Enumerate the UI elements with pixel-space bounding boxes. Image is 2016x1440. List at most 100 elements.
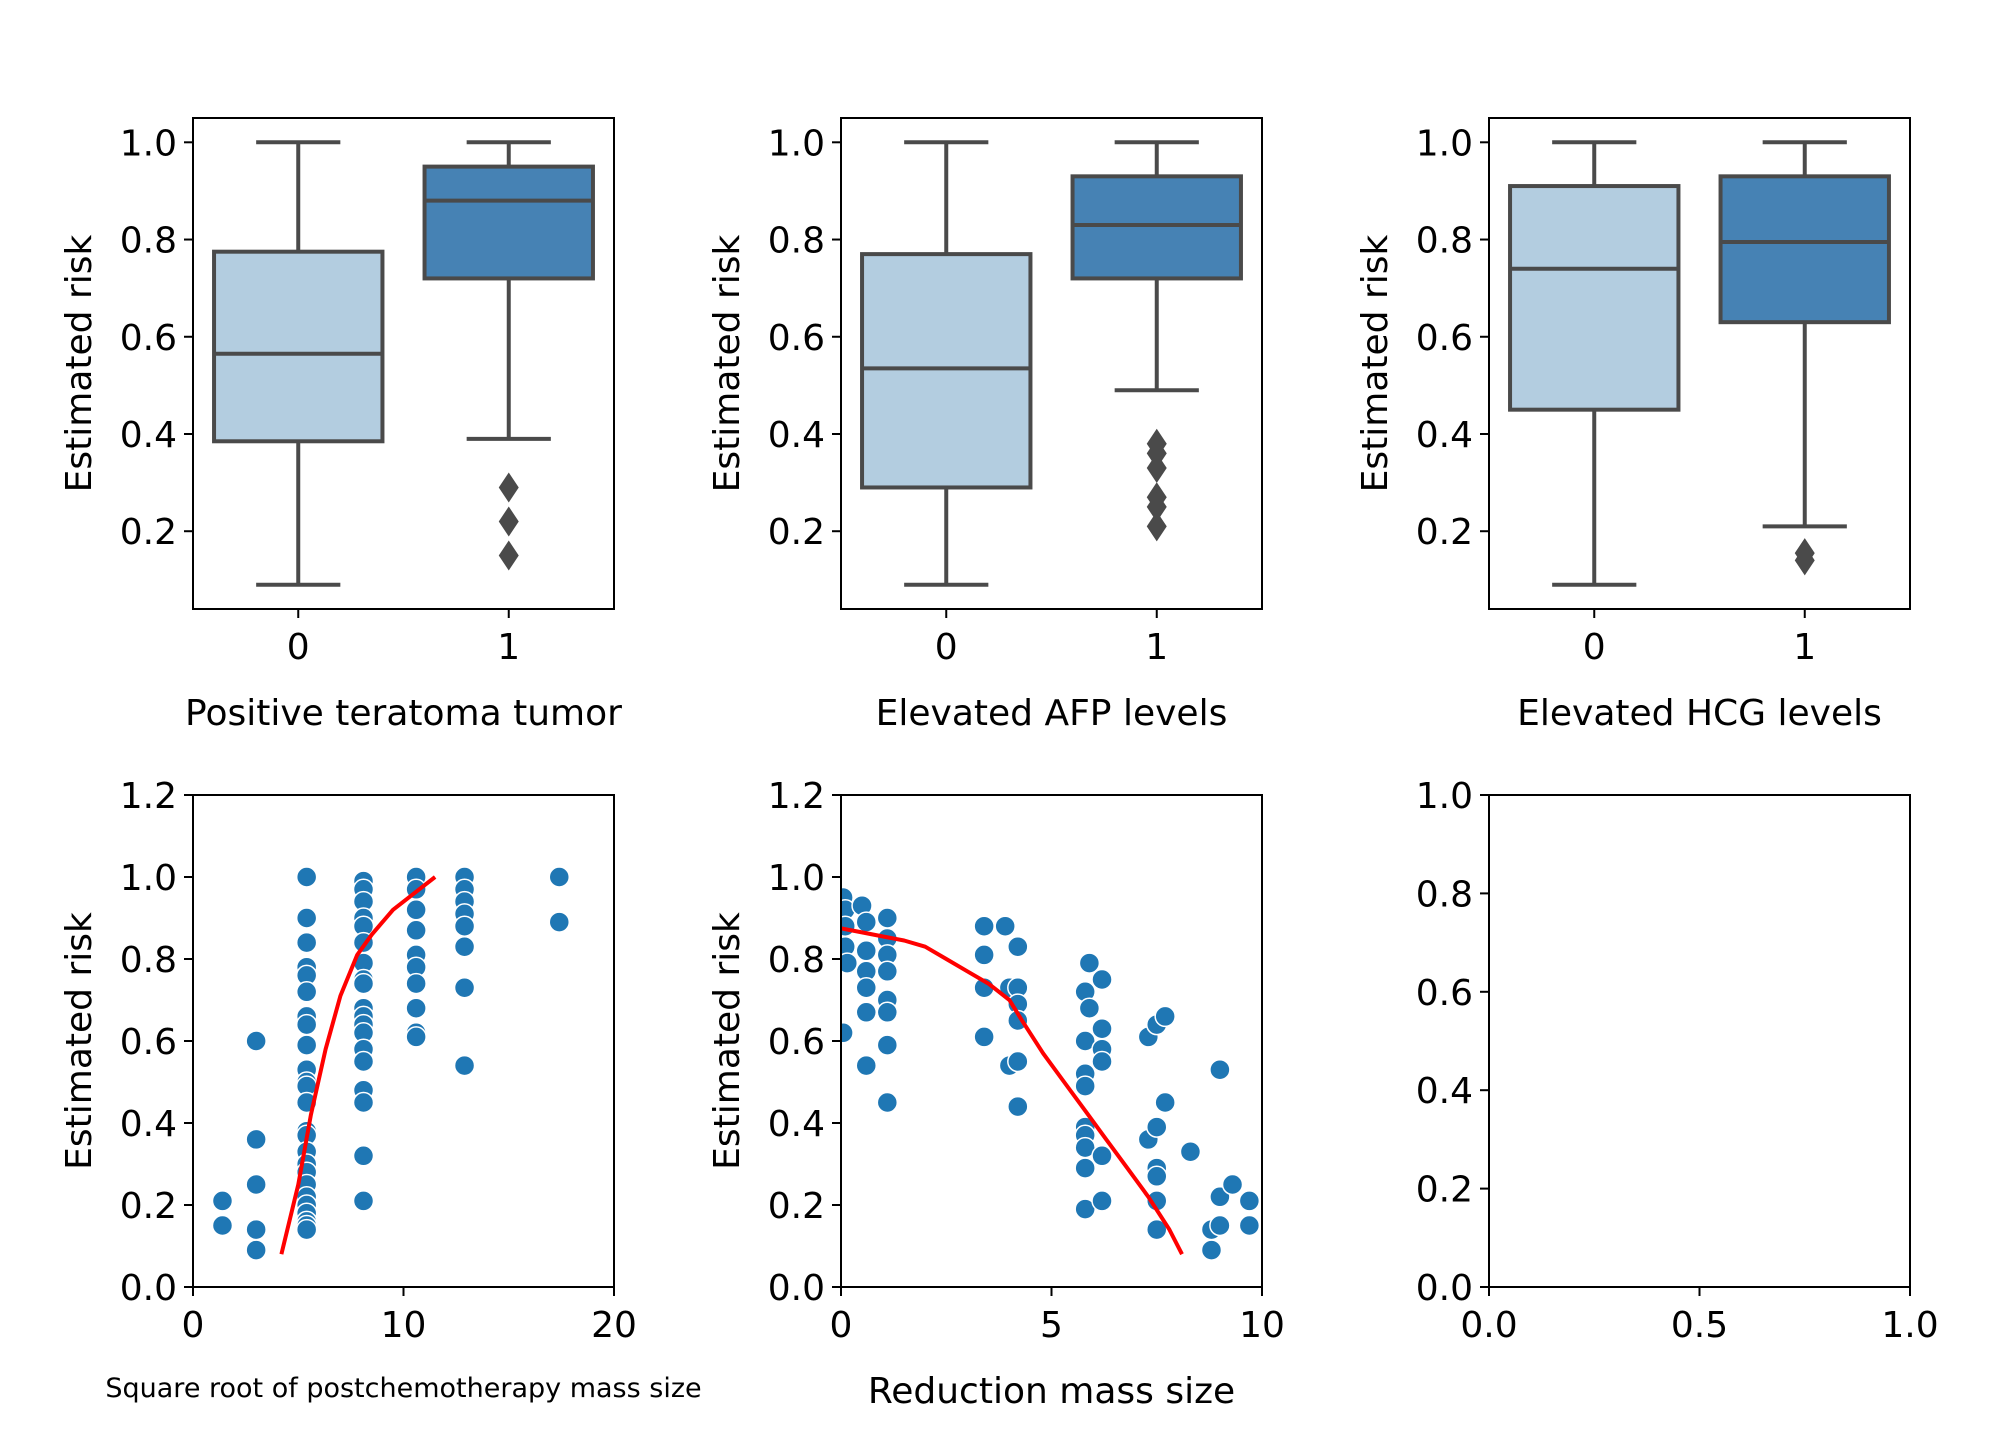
y-tick-label: 0.2: [120, 512, 177, 553]
axes-frame: [1488, 117, 1911, 610]
scatter-point: [1091, 1145, 1113, 1167]
scatter-point: [548, 866, 571, 888]
y-tick-label: 0.4: [768, 415, 825, 456]
scatter-point: [1074, 1075, 1096, 1097]
scatter-point: [876, 907, 899, 929]
y-tick-label: 0.2: [768, 1186, 825, 1227]
box-group-0: [212, 140, 385, 587]
y-tick-label: 0.0: [120, 1268, 177, 1309]
scatter-point: [245, 1239, 267, 1261]
y-tick-label: 0.4: [120, 415, 177, 456]
box: [860, 252, 1033, 490]
scatter-point: [1074, 1157, 1096, 1179]
scatter-point: [405, 1026, 427, 1048]
y-tick-label: 0.2: [1416, 512, 1473, 553]
box-group-1: [1070, 140, 1243, 542]
outlier-marker: [498, 506, 519, 537]
plot-area: [860, 140, 1243, 587]
box-group-0: [1508, 140, 1681, 587]
scatter-point: [994, 915, 1016, 937]
box: [1070, 174, 1243, 281]
scatter-point: [245, 1030, 267, 1052]
scatter-point: [855, 940, 878, 962]
y-tick-label: 0.4: [1416, 1071, 1473, 1112]
scatter-point: [1209, 1058, 1231, 1081]
scatter-point: [1146, 1116, 1168, 1138]
y-axis-label: Estimated risk: [59, 234, 100, 492]
scatter-point: [876, 1034, 899, 1056]
x-tick-label: 1: [497, 627, 520, 668]
y-tick-label: 0.6: [1416, 318, 1473, 359]
box: [1718, 174, 1891, 325]
y-tick-label: 0.6: [1416, 973, 1473, 1014]
axes-frame: [192, 117, 615, 610]
scatter-point: [1238, 1190, 1261, 1212]
scatter-point: [855, 911, 878, 933]
scatter-point: [1146, 1218, 1168, 1241]
scatter-point: [245, 1128, 267, 1151]
scatter-point: [405, 972, 427, 995]
scatter-point: [548, 911, 571, 933]
y-tick-label: 0.6: [120, 1022, 177, 1063]
y-tick-label: 0.8: [768, 221, 825, 262]
scatter-point: [841, 1022, 854, 1044]
plot-area: [212, 140, 595, 587]
scatter-point: [1146, 1165, 1168, 1188]
scatter-point: [1007, 935, 1029, 958]
y-tick-label: 1.0: [768, 858, 825, 899]
x-tick-label: 1.0: [1881, 1305, 1938, 1346]
y-tick-label: 0.8: [1416, 221, 1473, 262]
y-tick-label: 0.8: [120, 940, 177, 981]
scatter-point: [855, 1054, 878, 1077]
trend-line: [841, 926, 1184, 1256]
x-axis-label: Elevated AFP levels: [876, 693, 1228, 734]
y-axis-label: Estimated risk: [1355, 234, 1396, 492]
outlier-marker: [498, 472, 519, 503]
y-tick-label: 1.2: [120, 776, 177, 817]
box-group-1: [1718, 140, 1891, 576]
scatter-point: [1200, 1239, 1223, 1261]
scatter-point: [841, 952, 859, 974]
scatter-point: [855, 1001, 878, 1024]
scatter-point: [295, 931, 318, 954]
x-tick-label: 0.5: [1671, 1305, 1728, 1346]
axes-frame: [840, 117, 1263, 610]
y-tick-label: 0.8: [1416, 874, 1473, 915]
x-axis-label: Elevated HCG levels: [1517, 693, 1882, 734]
subplot-6: 0.0 0.2 0.4 0.6 0.8 1.0 0.0 0.5 1.0: [1416, 776, 1939, 1346]
scatter-point: [1078, 997, 1101, 1019]
x-tick-label: 1: [1145, 627, 1168, 668]
x-tick-label: 0: [182, 1305, 205, 1346]
scatter-point: [1091, 1017, 1113, 1040]
scatter-point: [405, 919, 427, 942]
y-tick-label: 0.6: [768, 1022, 825, 1063]
y-tick-label: 0.6: [120, 318, 177, 359]
box: [422, 164, 595, 281]
x-tick-label: 10: [1239, 1305, 1285, 1346]
plot-area: [1508, 140, 1891, 587]
x-tick-label: 20: [591, 1305, 637, 1346]
scatter-point: [352, 972, 375, 995]
scatter-point: [295, 1218, 318, 1241]
y-tick-label: 0.0: [768, 1268, 825, 1309]
scatter-point: [295, 1013, 318, 1036]
y-tick-label: 0.8: [120, 221, 177, 262]
scatter-point: [876, 1001, 899, 1024]
y-tick-label: 0.4: [768, 1104, 825, 1145]
y-tick-label: 1.2: [768, 776, 825, 817]
trend-line: [279, 875, 437, 1255]
x-tick-label: 0: [830, 1305, 853, 1346]
scatter-point: [352, 1050, 375, 1073]
scatter-point: [1091, 1190, 1113, 1212]
scatter-point: [352, 1091, 375, 1114]
scatter-point: [1091, 968, 1113, 991]
scatter-point: [295, 981, 318, 1003]
plot-area: [841, 886, 1261, 1261]
x-tick-label: 1: [1793, 627, 1816, 668]
scatter-point: [352, 1190, 375, 1212]
scatter-point: [841, 915, 856, 937]
scatter-point: [1238, 1214, 1261, 1237]
scatter-point: [1154, 1005, 1176, 1028]
scatter-point: [1209, 1214, 1231, 1237]
scatter-point: [211, 1214, 234, 1237]
